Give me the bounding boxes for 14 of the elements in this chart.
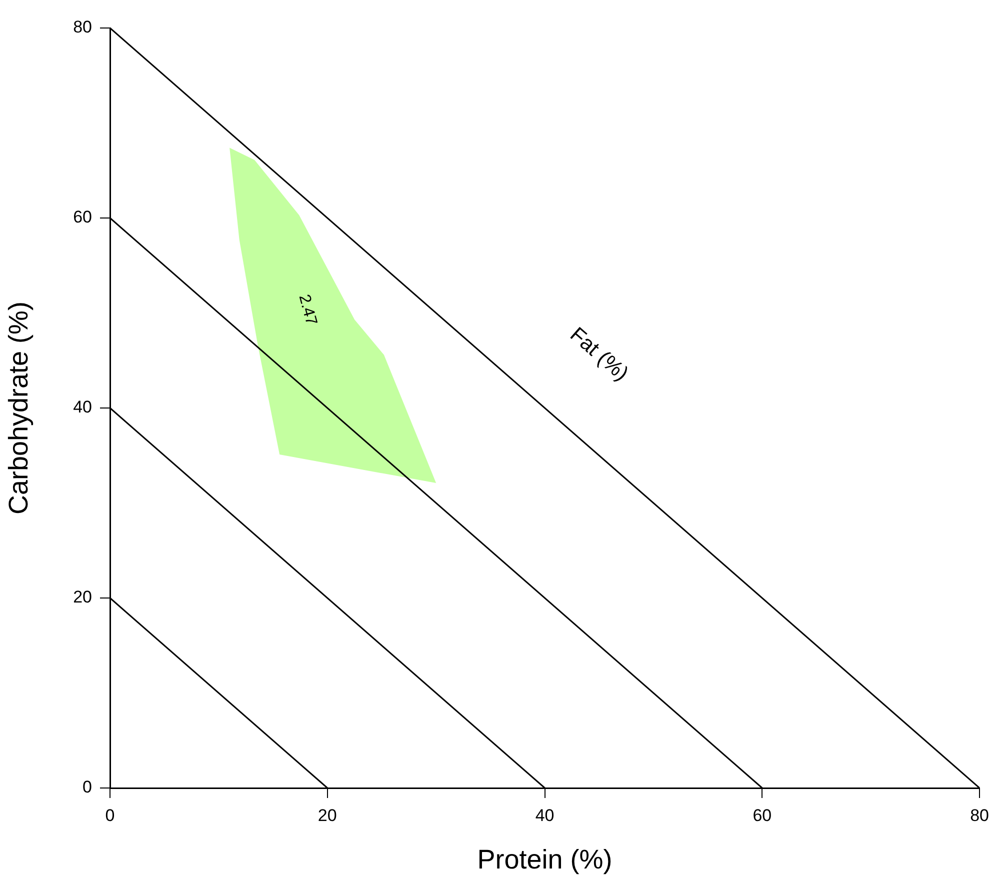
- y-tick-label: 40: [73, 398, 92, 417]
- x-tick-label: 40: [535, 806, 554, 825]
- y-tick-label: 60: [73, 208, 92, 227]
- x-tick-label: 80: [970, 806, 990, 825]
- y-tick-label: 20: [73, 588, 92, 607]
- y-tick-label: 80: [73, 18, 92, 37]
- y-axis-title: Carbohydrate (%): [4, 301, 34, 515]
- x-tick-label: 20: [318, 806, 337, 825]
- y-tick-label: 0: [82, 778, 92, 797]
- x-tick-label: 60: [752, 806, 772, 825]
- x-axis-title: Protein (%): [477, 844, 612, 874]
- annotation: 2.47: [295, 292, 320, 328]
- x-tick-label: 0: [105, 806, 115, 825]
- annotation: Fat (%): [566, 323, 633, 386]
